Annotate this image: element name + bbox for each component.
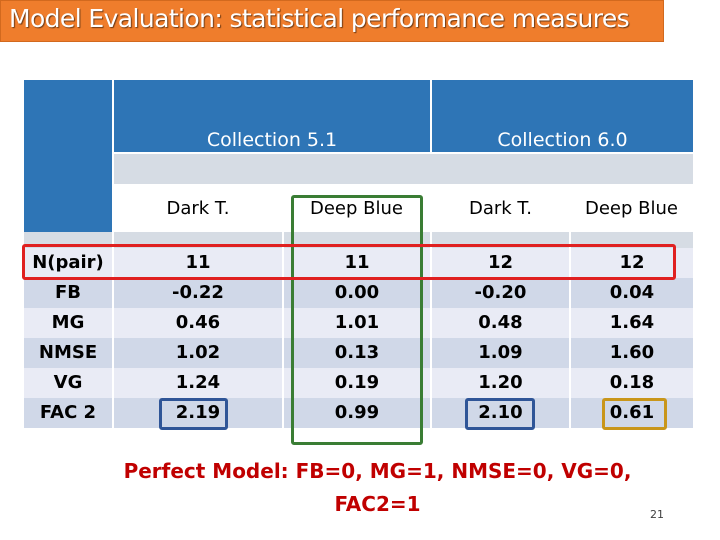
column-divider <box>430 232 432 428</box>
subheader-label-4: Deep Blue <box>585 197 678 219</box>
table-cell: 11 <box>185 252 211 273</box>
slide-title: Model Evaluation: statistical performanc… <box>9 4 630 33</box>
subheader-label-2: Deep Blue <box>310 197 403 219</box>
table-cell: 1.01 <box>334 312 380 333</box>
row-stripe <box>24 368 693 398</box>
subheader-label-1: Dark T. <box>166 197 230 219</box>
row-stripe <box>24 398 693 428</box>
table-cell: 0.19 <box>334 372 380 393</box>
subheader-cell-3: Dark T. <box>432 186 569 230</box>
perfect-model-line-2: FAC2=1 <box>334 492 421 516</box>
title-bar: Model Evaluation: statistical performanc… <box>0 0 664 42</box>
collection-header-cell-2: Collection 6.0 <box>432 80 693 152</box>
table-cell: 0.61 <box>609 402 655 423</box>
table-cell: 0.48 <box>478 312 523 333</box>
collection-label-1: Collection 5.1 <box>206 129 338 151</box>
table-cell: 1.64 <box>609 312 655 333</box>
table-cell: 11 <box>344 252 370 273</box>
table-cell: 0.13 <box>334 342 380 363</box>
page-number: 21 <box>650 508 664 521</box>
table-cell: 0.18 <box>609 372 655 393</box>
table-cell: -0.20 <box>474 282 527 303</box>
row-label-fac2: FAC 2 <box>39 402 97 423</box>
collection-header-cell-1: Collection 5.1 <box>114 80 430 152</box>
subheader-spacer-band <box>114 154 693 184</box>
subheader-label-3: Dark T. <box>468 197 533 219</box>
fac2-deepblue-60-highlight <box>602 398 667 430</box>
table-cell: -0.22 <box>172 282 224 303</box>
row-label-nmse: NMSE <box>38 342 98 363</box>
table-cell: 12 <box>619 252 645 273</box>
table-cell: 1.60 <box>609 342 655 363</box>
npair-row-highlight <box>22 244 676 280</box>
fac2-dark-60-highlight <box>465 398 535 430</box>
table-cell: 2.19 <box>175 402 221 423</box>
perfect-model-note: Perfect Model: FB=0, MG=1, NMSE=0, VG=0,… <box>105 455 650 521</box>
column-divider <box>569 232 571 428</box>
subheader-row <box>114 184 693 232</box>
table-cell: 1.20 <box>478 372 523 393</box>
subheader-cell-4: Deep Blue <box>570 186 693 230</box>
table-cell: 2.10 <box>478 402 523 423</box>
row-label-mg: MG <box>51 312 85 333</box>
subheader-cell-2: Deep Blue <box>283 186 430 230</box>
row-stripe <box>24 308 693 338</box>
table-cell: 12 <box>487 252 514 273</box>
column-divider <box>112 232 114 428</box>
table-cell: 1.09 <box>478 342 523 363</box>
row-stripe <box>24 278 693 308</box>
column-divider <box>282 232 284 428</box>
row-stripe <box>24 338 693 368</box>
row-stripe <box>24 248 693 278</box>
fac2-dark-51-highlight <box>159 398 228 430</box>
table-cell: 0.04 <box>609 282 655 303</box>
row-label-fb: FB <box>54 282 81 303</box>
table-cell: 0.00 <box>334 282 380 303</box>
row-label-vg: VG <box>53 372 83 393</box>
subheader-cell-1: Dark T. <box>114 186 282 230</box>
table-cell: 0.99 <box>334 402 380 423</box>
collection-label-2: Collection 6.0 <box>497 129 628 151</box>
table-cell: 1.02 <box>175 342 221 363</box>
deep-blue-column-highlight <box>291 195 423 445</box>
perfect-model-line-1: Perfect Model: FB=0, MG=1, NMSE=0, VG=0, <box>123 459 632 483</box>
table-cell: 0.46 <box>175 312 221 333</box>
row-label-npair: N(pair) <box>32 252 104 273</box>
header-corner-cell <box>24 80 112 232</box>
table-cell: 1.24 <box>175 372 221 393</box>
